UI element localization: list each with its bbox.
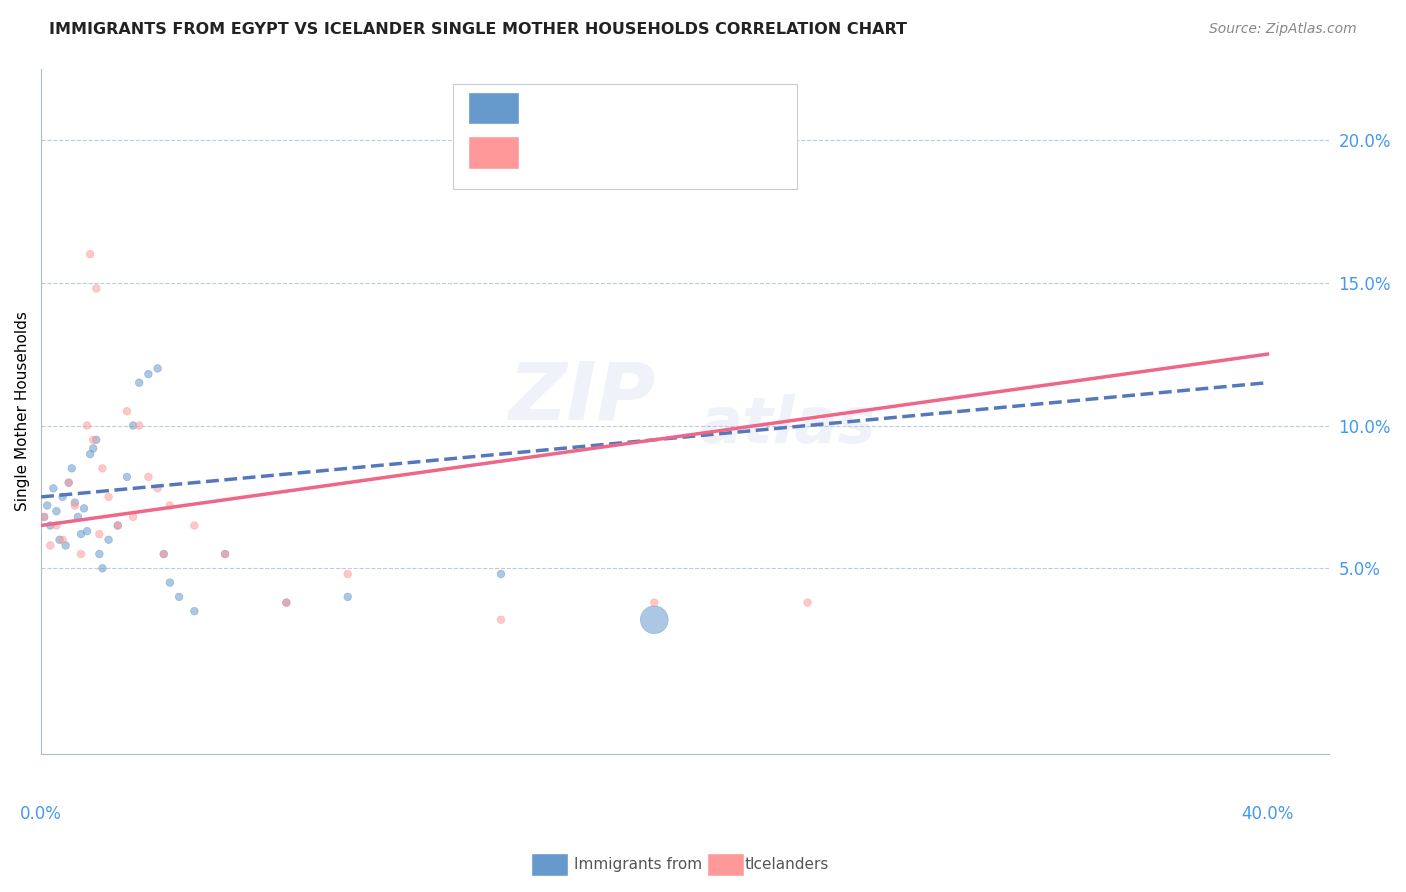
Point xyxy=(39,518,62,533)
Point xyxy=(183,604,205,618)
Point xyxy=(122,510,145,524)
Point xyxy=(122,418,145,433)
Point xyxy=(45,504,67,518)
Point xyxy=(32,510,55,524)
Point xyxy=(45,518,67,533)
Point xyxy=(138,470,160,484)
Point xyxy=(39,539,62,553)
Point xyxy=(79,247,101,261)
Point xyxy=(70,547,93,561)
Point xyxy=(643,613,665,627)
Point xyxy=(48,533,70,547)
Text: atlas: atlas xyxy=(700,394,876,456)
Text: R =  0.340    N = 29: R = 0.340 N = 29 xyxy=(530,143,730,161)
Point xyxy=(58,475,80,490)
Text: ZIP: ZIP xyxy=(508,359,655,436)
Point xyxy=(146,361,169,376)
Point xyxy=(89,547,111,561)
Point xyxy=(52,533,75,547)
Point xyxy=(107,518,129,533)
Point xyxy=(276,596,298,610)
Text: R =  0.120    N = 36: R = 0.120 N = 36 xyxy=(530,98,730,116)
Point xyxy=(82,442,104,456)
Text: Immigrants from Egypt: Immigrants from Egypt xyxy=(574,857,751,871)
Point xyxy=(79,447,101,461)
Point xyxy=(52,490,75,504)
Point xyxy=(55,539,77,553)
Point xyxy=(82,433,104,447)
Text: 0.0%: 0.0% xyxy=(20,805,62,823)
Point xyxy=(146,481,169,495)
Point xyxy=(128,418,150,433)
Point xyxy=(42,481,65,495)
Point xyxy=(276,596,298,610)
Point xyxy=(489,567,512,582)
Point xyxy=(115,470,138,484)
Point xyxy=(115,404,138,418)
Text: IMMIGRANTS FROM EGYPT VS ICELANDER SINGLE MOTHER HOUSEHOLDS CORRELATION CHART: IMMIGRANTS FROM EGYPT VS ICELANDER SINGL… xyxy=(49,22,907,37)
Point xyxy=(159,575,181,590)
Point xyxy=(76,418,98,433)
Point xyxy=(70,527,93,541)
Point xyxy=(89,527,111,541)
Point xyxy=(159,499,181,513)
Point xyxy=(214,547,236,561)
Point xyxy=(97,490,120,504)
Text: Source: ZipAtlas.com: Source: ZipAtlas.com xyxy=(1209,22,1357,37)
Point xyxy=(73,501,96,516)
Point xyxy=(84,281,107,295)
Point xyxy=(336,590,359,604)
Point xyxy=(643,596,665,610)
Point xyxy=(214,547,236,561)
Point xyxy=(37,499,59,513)
Point xyxy=(489,613,512,627)
Point xyxy=(58,475,80,490)
Point xyxy=(63,495,86,509)
Point xyxy=(183,518,205,533)
Y-axis label: Single Mother Households: Single Mother Households xyxy=(15,311,30,511)
Point xyxy=(84,433,107,447)
Text: 40.0%: 40.0% xyxy=(1241,805,1294,823)
Point xyxy=(167,590,190,604)
Point xyxy=(796,596,818,610)
Point xyxy=(76,524,98,539)
Point xyxy=(138,367,160,381)
Point xyxy=(97,533,120,547)
Point xyxy=(91,561,114,575)
Point xyxy=(336,567,359,582)
Point xyxy=(107,518,129,533)
Point xyxy=(63,499,86,513)
Text: Icelanders: Icelanders xyxy=(749,857,828,871)
Point xyxy=(152,547,174,561)
Point xyxy=(91,461,114,475)
Point xyxy=(66,510,89,524)
Point xyxy=(152,547,174,561)
Point xyxy=(128,376,150,390)
Point xyxy=(32,510,55,524)
Point xyxy=(60,461,83,475)
